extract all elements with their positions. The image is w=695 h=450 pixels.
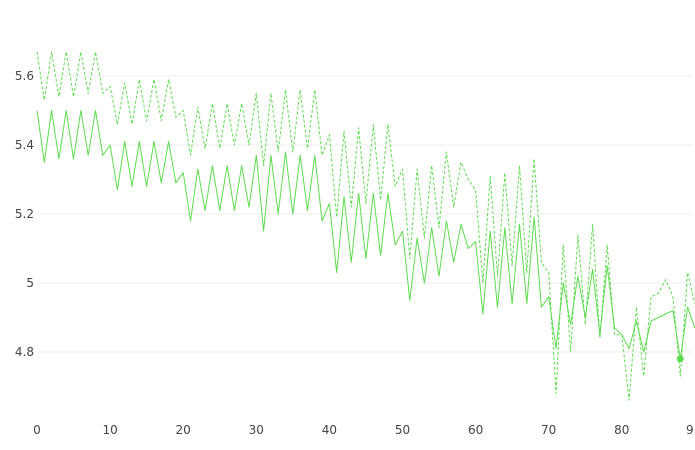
x-tick-label: 60	[468, 423, 483, 437]
y-tick-label: 5.6	[15, 69, 34, 83]
y-tick-label: 5.4	[15, 138, 34, 152]
x-axis-tick-labels: 0 10 20 30 40 50 60 70 80 9	[33, 423, 693, 437]
y-axis-tick-labels: 4.8 5 5.2 5.4 5.6	[15, 69, 34, 359]
y-tick-label: 5.2	[15, 207, 34, 221]
highlight-marker-group	[676, 355, 684, 363]
series-group	[36, 51, 695, 401]
y-gridlines	[37, 75, 692, 353]
x-tick-label: 0	[33, 423, 41, 437]
y-tick-label: 4.8	[15, 345, 34, 359]
x-tick-label: 70	[541, 423, 556, 437]
x-tick-label: 9	[686, 423, 694, 437]
y-tick-label: 5	[26, 276, 34, 290]
x-tick-label: 80	[614, 423, 629, 437]
x-tick-label: 40	[322, 423, 337, 437]
highlight-point	[676, 355, 684, 363]
x-tick-label: 20	[176, 423, 191, 437]
x-tick-label: 10	[102, 423, 117, 437]
series-line-dashed	[36, 51, 695, 401]
x-tick-label: 50	[395, 423, 410, 437]
x-tick-label: 30	[249, 423, 264, 437]
series-line-solid	[36, 110, 695, 360]
